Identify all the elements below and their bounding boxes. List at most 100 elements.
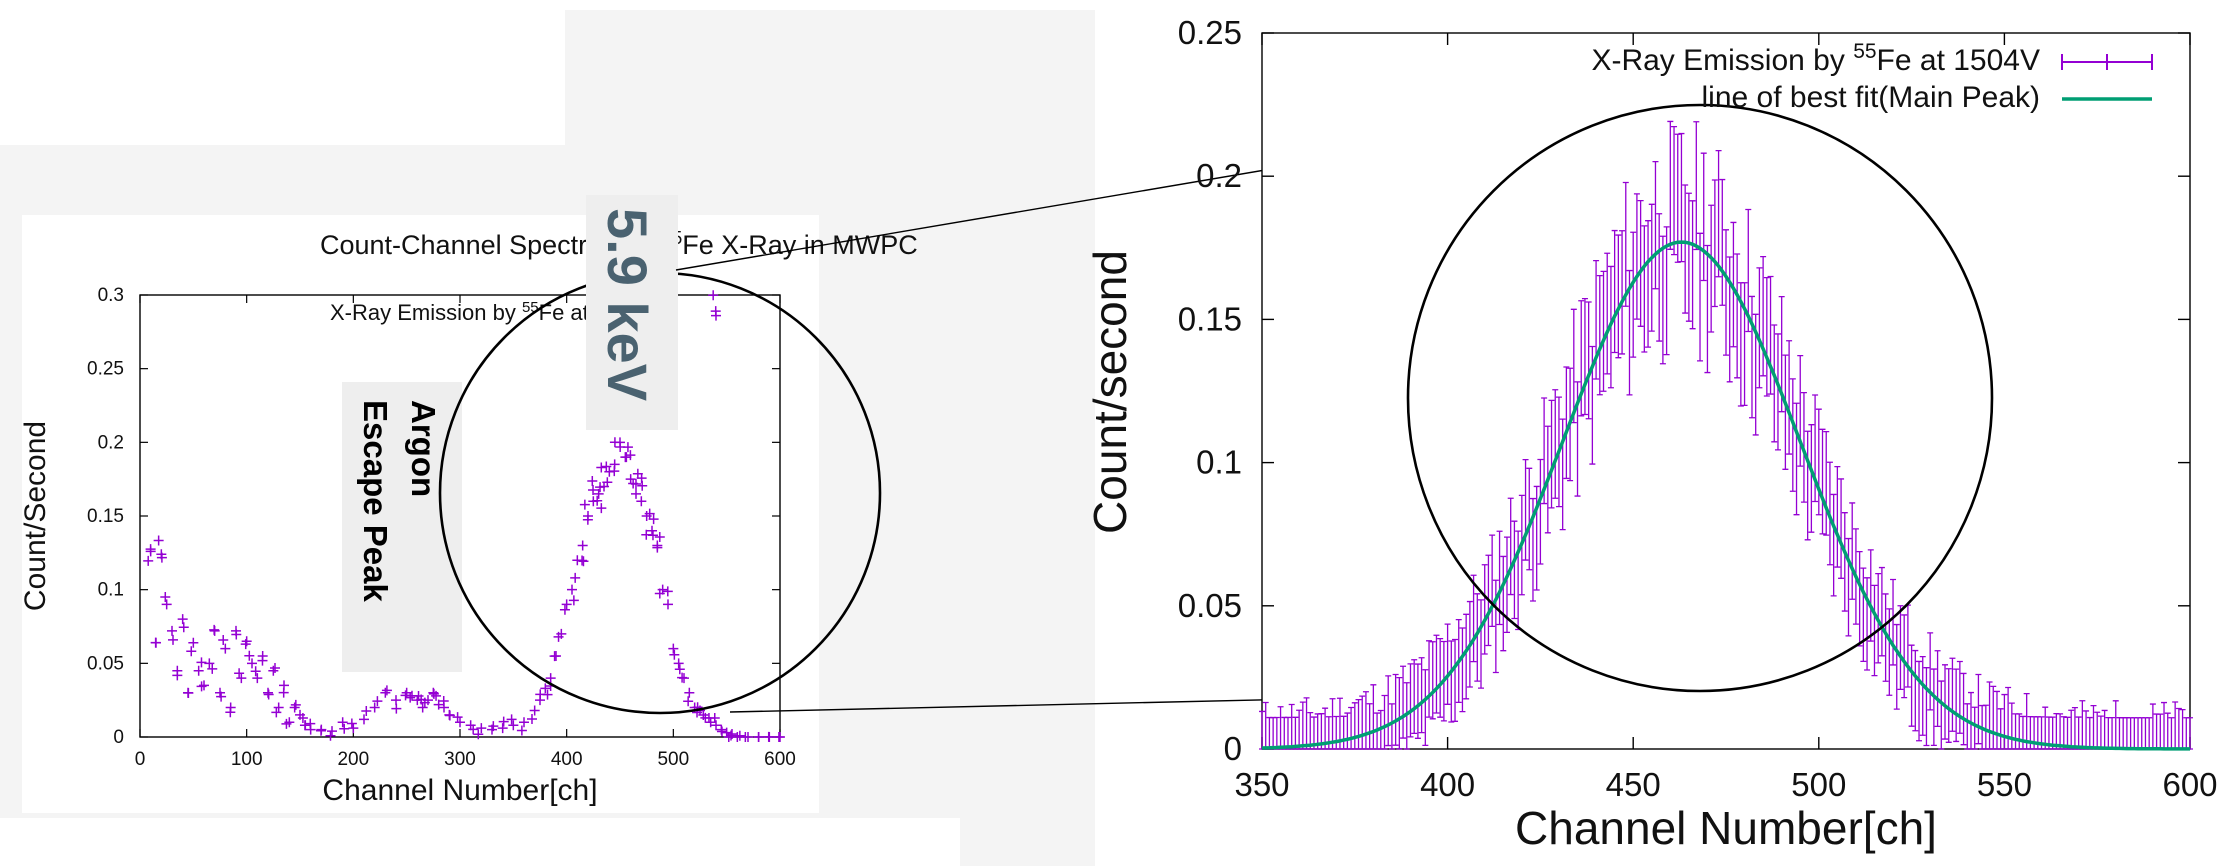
left-data-point xyxy=(570,572,581,583)
left-data-point xyxy=(167,625,177,636)
right-errorbar xyxy=(1511,520,1518,620)
right-errorbar xyxy=(1756,267,1763,389)
left-data-point xyxy=(753,732,764,742)
right-errorbar xyxy=(1396,676,1403,750)
left-data-point xyxy=(488,721,499,732)
right-errorbar xyxy=(1411,659,1418,735)
left-data-point xyxy=(625,474,636,485)
left-data-point xyxy=(647,525,657,536)
left-y-tick-label: 0.1 xyxy=(98,580,124,601)
left-data-point xyxy=(419,697,430,708)
right-errorbar xyxy=(1763,277,1770,397)
right-errorbar xyxy=(1923,667,1930,747)
right-errorbar xyxy=(1452,638,1459,722)
right-errorbar xyxy=(1704,244,1711,374)
left-data-point xyxy=(244,650,255,661)
left-data-point xyxy=(216,691,227,702)
argon-annotation-line1: Argon xyxy=(405,400,442,497)
right-errorbar xyxy=(1760,255,1767,377)
right-errorbar xyxy=(1953,668,1960,743)
left-data-point xyxy=(526,713,537,724)
right-errorbar xyxy=(1849,502,1856,600)
left-data-point xyxy=(663,599,673,610)
left-data-point xyxy=(145,544,156,555)
left-data-point xyxy=(625,450,636,461)
left-data-point xyxy=(263,689,274,700)
left-data-point xyxy=(588,485,599,496)
left-data-point xyxy=(193,665,204,676)
left-data-point xyxy=(348,723,359,734)
right-errorbar xyxy=(1893,623,1900,710)
right-errorbar xyxy=(1615,234,1622,359)
right-errorbar xyxy=(1878,566,1885,657)
left-data-point xyxy=(177,614,188,625)
right-errorbar xyxy=(1975,673,1982,745)
left-data-point xyxy=(497,723,508,734)
left-data-point xyxy=(711,720,721,731)
right-errorbar xyxy=(1433,634,1440,714)
left-data-point xyxy=(161,599,172,610)
left-data-point xyxy=(220,643,231,654)
legend-entry-data: X-Ray Emission by 55Fe at 1504V xyxy=(1591,40,2040,77)
left-data-point xyxy=(662,586,673,597)
left-data-point xyxy=(668,643,679,654)
left-data-point xyxy=(369,702,380,713)
right-errorbar xyxy=(1548,399,1555,509)
left-data-point xyxy=(683,696,694,707)
left-data-point xyxy=(250,666,261,677)
right-errorbar xyxy=(1656,213,1663,342)
argon-annotation-line2: Escape Peak xyxy=(357,400,394,602)
right-errorbar xyxy=(1890,578,1897,666)
right-errorbar xyxy=(1864,577,1871,671)
left-data-point xyxy=(160,591,171,602)
right-errorbar xyxy=(1838,478,1845,579)
left-data-point xyxy=(372,696,383,707)
left-data-point xyxy=(549,651,560,662)
bottom-strip xyxy=(0,818,960,866)
left-data-point xyxy=(519,717,529,728)
left-data-point xyxy=(577,540,588,551)
left-data-point xyxy=(506,714,517,725)
right-errorbar xyxy=(1648,203,1655,332)
left-data-point xyxy=(405,692,416,703)
right-errorbar xyxy=(1563,366,1570,480)
right-y-tick-label: 0.1 xyxy=(1196,444,1242,481)
right-errorbar xyxy=(1930,668,1937,747)
legend-entry-fit: line of best fit(Main Peak) xyxy=(1702,81,2040,114)
left-data-point xyxy=(465,720,476,731)
right-errorbar xyxy=(1834,466,1841,568)
right-errorbar xyxy=(1693,121,1700,251)
right-errorbar xyxy=(1871,584,1878,677)
left-data-point xyxy=(452,712,463,723)
left-data-point xyxy=(763,731,774,742)
left-x-tick-label: 200 xyxy=(337,749,369,770)
left-data-point xyxy=(587,475,598,486)
left-data-point xyxy=(433,699,444,710)
right-axis-ticks: 350 400 450 500 550 600 0 0.05 0.1 0.15 0.2 0.25 xyxy=(1178,14,2218,803)
left-data-point xyxy=(529,705,540,716)
left-y-axis-title: Count/Second xyxy=(19,421,52,611)
left-data-point xyxy=(178,622,189,633)
left-data-point xyxy=(593,488,604,499)
left-data-point xyxy=(577,555,588,566)
left-data-point xyxy=(143,555,154,566)
right-errorbar xyxy=(1723,229,1729,356)
left-data-point xyxy=(290,699,301,710)
left-data-point xyxy=(271,707,282,718)
right-errorbar xyxy=(1604,252,1611,375)
left-data-point xyxy=(674,664,685,675)
left-y-tick-label: 0 xyxy=(113,727,124,748)
left-x-tick-label: 100 xyxy=(231,749,263,770)
left-data-point xyxy=(207,663,218,674)
left-data-point xyxy=(579,499,590,510)
right-errorbar xyxy=(1481,564,1488,655)
right-errorbar xyxy=(1581,297,1588,416)
left-data-point xyxy=(473,729,484,740)
right-errorbar xyxy=(1819,428,1826,535)
left-chart: Count-Channel Spectrum of 55Fe X-Ray in … xyxy=(19,195,918,807)
right-errorbar xyxy=(1637,199,1644,327)
left-data-point xyxy=(337,717,348,728)
right-errorbar xyxy=(1945,668,1952,743)
left-data-point xyxy=(637,480,648,491)
